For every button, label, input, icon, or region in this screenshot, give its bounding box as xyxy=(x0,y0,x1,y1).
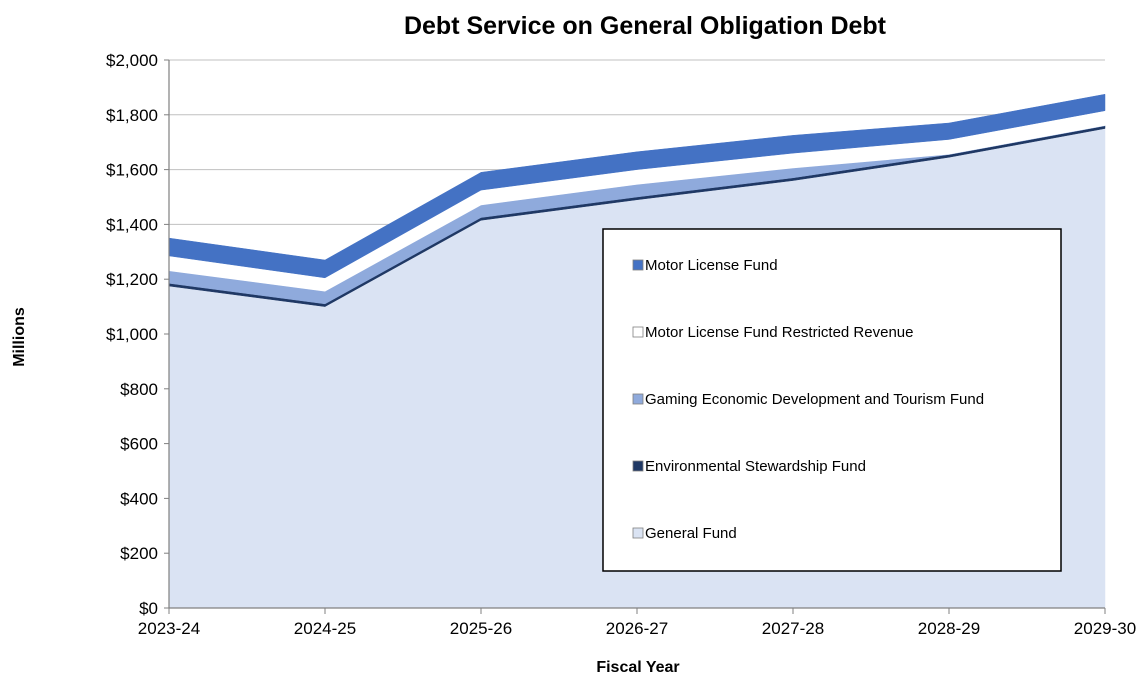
legend-swatch xyxy=(632,460,644,472)
legend-label: Motor License Fund xyxy=(645,257,778,274)
x-tick-label: 2023-24 xyxy=(138,619,200,638)
legend-swatch xyxy=(632,326,644,338)
y-tick-label: $800 xyxy=(120,380,158,399)
legend-item-gaming-economic-development-and-tourism-fund: Gaming Economic Development and Tourism … xyxy=(632,391,984,408)
legend-item-environmental-stewardship-fund: Environmental Stewardship Fund xyxy=(632,458,866,475)
y-tick-label: $400 xyxy=(120,489,158,508)
legend-box xyxy=(602,228,1062,572)
x-tick-label: 2027-28 xyxy=(762,619,824,638)
x-tick-label: 2024-25 xyxy=(294,619,356,638)
legend-item-motor-license-fund: Motor License Fund xyxy=(632,257,778,274)
y-tick-label: $0 xyxy=(139,599,158,618)
y-tick-label: $200 xyxy=(120,544,158,563)
x-tick-label: 2025-26 xyxy=(450,619,512,638)
x-tick-label: 2029-30 xyxy=(1074,619,1136,638)
y-tick-label: $1,400 xyxy=(106,215,158,234)
y-tick-label: $1,800 xyxy=(106,106,158,125)
legend-swatch xyxy=(632,259,644,271)
area-motor-license-fund xyxy=(168,93,1106,279)
y-tick-label: $1,600 xyxy=(106,161,158,180)
legend-item-general-fund: General Fund xyxy=(632,525,737,542)
area-motor-license-fund-restricted-revenue xyxy=(169,110,1105,292)
y-tick-label: $1,000 xyxy=(106,325,158,344)
y-tick-labels: $0 $200 $400 $600 $800 $1,000 $1,200 $1,400 $1,6… xyxy=(106,51,158,618)
axes xyxy=(164,59,1106,614)
legend-label: Gaming Economic Development and Tourism … xyxy=(645,391,984,408)
y-tick-label: $600 xyxy=(120,435,158,454)
x-axis-title: Fiscal Year xyxy=(596,659,679,676)
legend-swatch xyxy=(632,393,644,405)
x-tick-labels: 2023-24 2024-25 2025-26 2026-27 2027-28 2028-… xyxy=(138,619,1136,638)
x-tick-label: 2026-27 xyxy=(606,619,668,638)
legend-item-motor-license-fund-restricted-revenue: Motor License Fund Restricted Revenue xyxy=(632,324,913,341)
y-axis-title: Millions xyxy=(11,307,28,367)
y-tick-label: $1,200 xyxy=(106,270,158,289)
legend: Motor License Fund Motor License Fund Res… xyxy=(602,228,1062,572)
legend-label: General Fund xyxy=(645,525,737,542)
x-tick-label: 2028-29 xyxy=(918,619,980,638)
legend-label: Motor License Fund Restricted Revenue xyxy=(645,324,913,341)
chart-title: Debt Service on General Obligation Debt xyxy=(404,12,887,40)
y-tick-label: $2,000 xyxy=(106,51,158,70)
legend-swatch xyxy=(632,527,644,539)
legend-label: Environmental Stewardship Fund xyxy=(645,458,866,475)
